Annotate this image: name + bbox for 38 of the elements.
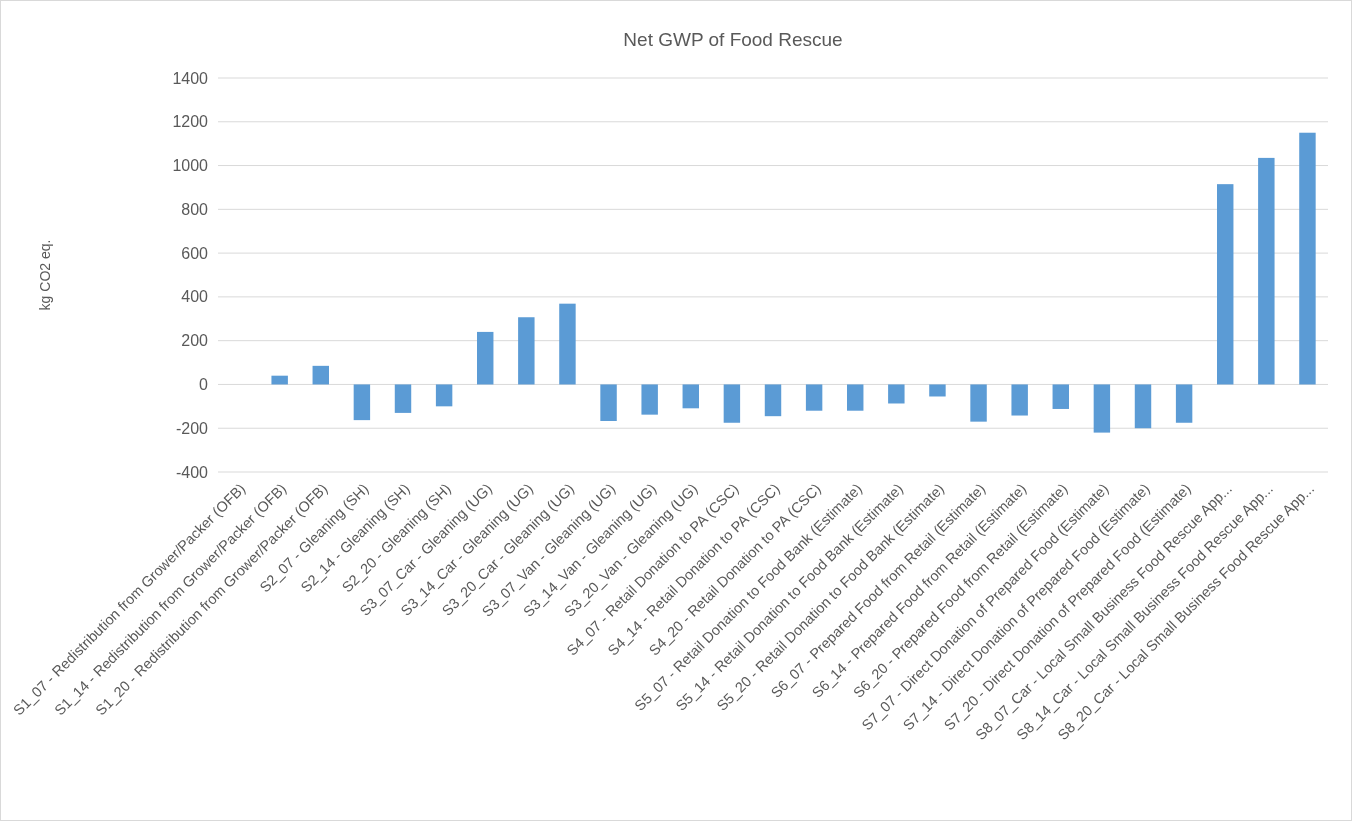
bar: [1011, 384, 1028, 416]
y-tick-label: 1000: [172, 157, 209, 175]
bar: [929, 384, 946, 397]
bar: [1217, 184, 1234, 385]
y-tick-label: 200: [181, 332, 209, 350]
y-tick-label: 1400: [172, 69, 209, 87]
y-tick-label: -400: [175, 463, 209, 481]
y-tick-label: 400: [181, 288, 209, 306]
bar: [805, 384, 823, 411]
bar: [271, 375, 288, 385]
bar: [353, 384, 371, 421]
bar: [970, 384, 987, 422]
bar: [1175, 384, 1193, 423]
bar: [764, 384, 782, 417]
bar: [888, 384, 905, 404]
y-tick-label: 1200: [172, 113, 209, 131]
bar: [600, 384, 617, 421]
bar: [312, 365, 329, 385]
bar: [1134, 384, 1152, 429]
y-tick-label: 800: [181, 200, 209, 218]
bar: [1052, 384, 1069, 409]
bar: [518, 317, 535, 385]
bar: [477, 331, 494, 385]
y-tick-label: 0: [199, 376, 209, 394]
bar: [1258, 157, 1275, 385]
y-axis-title: kg CO2 eq.: [37, 239, 53, 311]
bar: [394, 384, 412, 413]
bar: [435, 384, 453, 407]
bar: [847, 384, 864, 411]
bar: [641, 384, 658, 415]
y-tick-label: 600: [181, 244, 209, 262]
bar: [1093, 384, 1111, 433]
y-tick-label: -200: [175, 419, 209, 437]
bar: [682, 384, 699, 409]
chart-title: Net GWP of Food Rescue: [623, 29, 843, 50]
bar: [723, 384, 741, 423]
bar: [1299, 132, 1316, 385]
bar: [559, 303, 576, 385]
